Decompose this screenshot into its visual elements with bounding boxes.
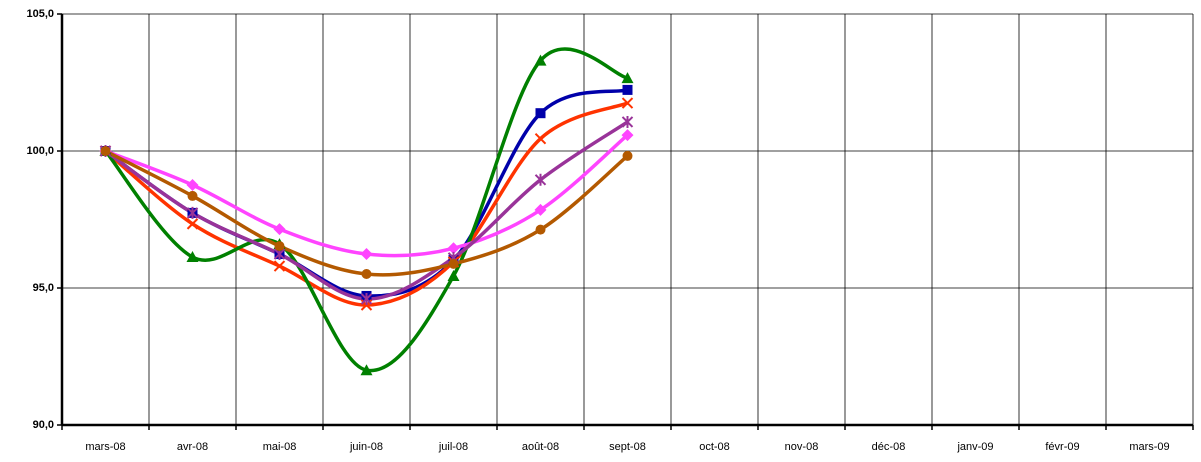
marker	[360, 292, 373, 305]
marker-triangle	[447, 269, 460, 281]
marker	[621, 72, 634, 84]
x-tick-label: août-08	[522, 441, 559, 453]
marker	[534, 132, 547, 145]
series-line	[104, 47, 629, 373]
marker	[621, 97, 634, 109]
marker-triangle	[621, 72, 634, 84]
marker-x	[534, 173, 547, 186]
x-tick-label: juin-08	[349, 441, 383, 453]
marker	[274, 241, 285, 252]
marker-square	[535, 108, 546, 119]
marker-circle	[622, 150, 633, 161]
marker-circle	[448, 258, 459, 269]
marker-x	[534, 132, 547, 145]
marker	[621, 115, 634, 128]
marker	[186, 178, 199, 191]
marker-diamond	[447, 242, 460, 255]
marker-x	[186, 218, 199, 230]
x-tick-label: sept-08	[609, 441, 646, 453]
marker-triangle	[360, 364, 373, 376]
x-tick-label: déc-08	[872, 441, 906, 453]
x-tick-label: févr-09	[1045, 441, 1079, 453]
marker-circle	[187, 190, 198, 201]
marker-x	[273, 260, 286, 272]
marker	[186, 218, 199, 230]
x-tick-label: juil-08	[438, 441, 468, 453]
marker-circle	[100, 146, 111, 156]
marker	[535, 108, 546, 119]
marker-x	[360, 292, 373, 305]
marker	[448, 258, 459, 269]
marker-triangle	[534, 54, 547, 66]
marker	[100, 146, 111, 156]
y-tick-label: 90,0	[33, 419, 54, 431]
marker-circle	[535, 224, 546, 235]
x-tick-label: mars-09	[1129, 441, 1169, 453]
marker-diamond	[621, 129, 634, 142]
marker	[622, 150, 633, 161]
marker-x	[621, 97, 634, 109]
marker-square	[622, 84, 633, 95]
marker	[186, 251, 199, 263]
marker-diamond	[534, 203, 547, 216]
x-tick-label: janv-09	[956, 441, 993, 453]
marker	[360, 364, 373, 376]
x-tick-label: avr-08	[177, 441, 208, 453]
marker	[361, 269, 372, 280]
x-tick-label: mai-08	[263, 441, 297, 453]
marker	[186, 206, 199, 219]
series-line	[104, 133, 629, 258]
marker	[447, 242, 460, 255]
marker-x	[621, 115, 634, 128]
y-tick-label: 105,0	[26, 8, 54, 20]
y-tick-label: 100,0	[26, 145, 54, 157]
marker-diamond	[273, 223, 286, 236]
marker-x	[186, 206, 199, 219]
marker	[273, 260, 286, 272]
marker-diamond	[360, 248, 373, 261]
x-tick-label: mars-08	[85, 441, 125, 453]
marker-diamond	[186, 178, 199, 191]
marker	[622, 84, 633, 95]
marker-triangle	[186, 251, 199, 263]
marker	[447, 269, 460, 281]
x-tick-label: oct-08	[699, 441, 730, 453]
marker	[360, 248, 373, 261]
marker	[534, 54, 547, 66]
marker	[273, 223, 286, 236]
marker	[187, 190, 198, 201]
marker-circle	[274, 241, 285, 252]
marker	[534, 173, 547, 186]
y-tick-label: 95,0	[33, 282, 54, 294]
x-tick-label: nov-08	[785, 441, 819, 453]
marker	[621, 129, 634, 142]
marker-circle	[361, 269, 372, 280]
marker	[534, 203, 547, 216]
marker	[535, 224, 546, 235]
